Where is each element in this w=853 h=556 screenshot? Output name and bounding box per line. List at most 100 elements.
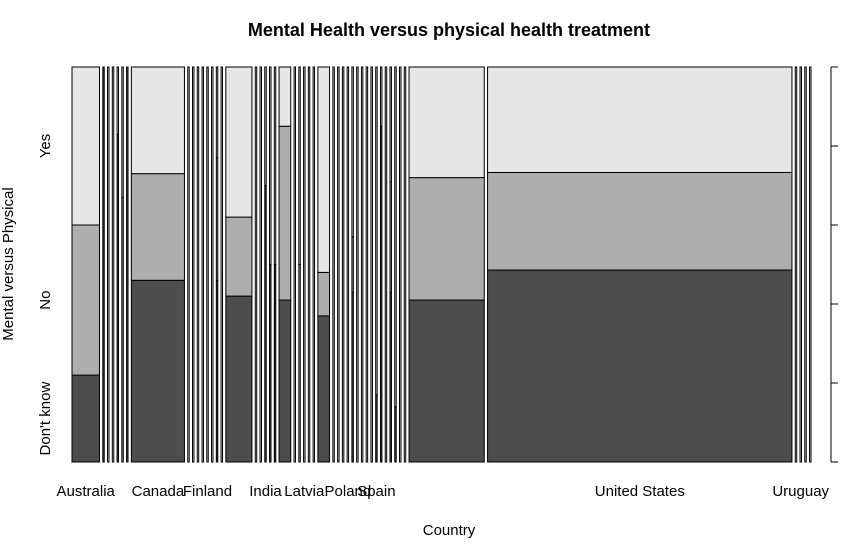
x-tick-label-finland: Finland bbox=[183, 483, 232, 500]
tile-country-34-yes bbox=[351, 66, 354, 238]
tile-united-states-don-t-know bbox=[487, 269, 793, 463]
tile-country-48-yes bbox=[794, 66, 798, 463]
tile-australia-yes bbox=[71, 66, 100, 226]
tile-india-yes bbox=[264, 66, 267, 186]
x-tick-label-india: India bbox=[249, 483, 282, 500]
tile-country-22-don-t-know bbox=[273, 264, 277, 463]
x-tick-label-uruguay: Uruguay bbox=[772, 483, 829, 500]
tile-country-17-yes bbox=[225, 66, 253, 218]
y-category-label-no: No bbox=[37, 291, 54, 310]
x-tick-label-australia: Australia bbox=[57, 483, 116, 500]
tile-country-4-yes bbox=[111, 66, 115, 463]
tile-country-21-don-t-know bbox=[269, 264, 272, 463]
tile-country-23-no bbox=[278, 125, 292, 301]
tile-united-states-no bbox=[487, 171, 793, 271]
tile-country-22-yes bbox=[273, 66, 277, 265]
tile-india-don-t-know bbox=[264, 185, 267, 463]
tile-country-25-no bbox=[298, 264, 301, 463]
x-tick-label-latvia: Latvia bbox=[284, 483, 325, 500]
tile-country-35-yes bbox=[356, 66, 359, 463]
y-category-label-yes: Yes bbox=[37, 134, 54, 158]
tile-country-50-yes bbox=[804, 66, 807, 463]
tile-spain-don-t-know bbox=[375, 394, 378, 463]
tile-country-34-don-t-know bbox=[351, 291, 354, 463]
tile-country-29-yes bbox=[317, 66, 331, 273]
tile-finland-yes bbox=[206, 66, 209, 463]
tile-country-23-don-t-know bbox=[278, 299, 292, 463]
tile-country-18-yes bbox=[254, 66, 258, 463]
tile-country-21-yes bbox=[269, 66, 272, 265]
tile-country-23-yes bbox=[278, 66, 292, 127]
tile-country-32-yes bbox=[341, 66, 345, 463]
tile-country-29-don-t-know bbox=[317, 315, 331, 463]
tile-uruguay-yes bbox=[799, 66, 802, 463]
tile-country-15-don-t-know bbox=[215, 279, 219, 463]
right-axis: 0.00.20.40.60.81.0 bbox=[830, 57, 853, 472]
tile-canada-don-t-know bbox=[130, 279, 185, 463]
tile-country-5-yes bbox=[116, 66, 120, 135]
x-tick-label-spain: Spain bbox=[357, 483, 395, 500]
y-category-label-don-t-know: Don't know bbox=[37, 382, 54, 456]
tile-country-44-yes bbox=[399, 66, 402, 463]
tile-country-29-no bbox=[317, 271, 331, 317]
tile-country-34-no bbox=[351, 236, 354, 293]
tile-country-6-yes bbox=[121, 66, 124, 198]
chart-title: Mental Health versus physical health tre… bbox=[248, 20, 650, 40]
tile-poland-yes bbox=[346, 66, 350, 463]
y-category-labels: Don't know No Yes bbox=[37, 134, 54, 456]
x-tick-label-canada: Canada bbox=[132, 483, 185, 500]
tile-australia-don-t-know bbox=[71, 374, 100, 463]
tile-country-37-yes bbox=[365, 66, 369, 463]
tile-country-40-yes bbox=[379, 66, 383, 127]
tile-country-43-don-t-know bbox=[394, 406, 397, 463]
tile-country-36-yes bbox=[360, 66, 364, 463]
tile-country-10-yes bbox=[192, 66, 195, 463]
tile-country-45-yes bbox=[403, 66, 407, 463]
tile-australia-no bbox=[71, 224, 100, 376]
x-axis-label: Country bbox=[423, 522, 476, 539]
tile-country-16-yes bbox=[220, 66, 224, 463]
tile-united-states-yes bbox=[487, 66, 793, 173]
tile-country-11-yes bbox=[196, 66, 200, 463]
tile-country-42-no bbox=[389, 181, 392, 293]
tile-country-42-don-t-know bbox=[389, 291, 392, 463]
tile-country-15-yes bbox=[215, 66, 219, 159]
tile-country-7-don-t-know bbox=[126, 66, 129, 463]
tile-country-3-yes bbox=[107, 66, 110, 463]
tile-country-6-no bbox=[121, 196, 124, 463]
tile-country-41-yes bbox=[384, 66, 388, 463]
tile-country-25-yes bbox=[298, 66, 301, 265]
tile-country-43-yes bbox=[394, 66, 397, 408]
tile-country-17-no bbox=[225, 216, 253, 297]
tile-country-40-don-t-know bbox=[379, 125, 383, 463]
tile-country-19-yes bbox=[259, 66, 262, 463]
x-tick-label-poland: Poland bbox=[325, 483, 372, 500]
tile-canada-yes bbox=[130, 66, 185, 175]
tile-spain-yes bbox=[375, 66, 378, 396]
mosaic-tiles bbox=[71, 66, 812, 463]
tile-country-42-yes bbox=[389, 66, 392, 183]
tile-country-31-yes bbox=[337, 66, 340, 463]
tile-canada-no bbox=[130, 173, 185, 281]
tile-country-46-don-t-know bbox=[408, 299, 485, 463]
tile-country-30-yes bbox=[332, 66, 335, 463]
tile-country-51-yes bbox=[809, 66, 812, 463]
tile-latvia-yes bbox=[303, 66, 306, 463]
tile-country-9-yes bbox=[187, 66, 190, 463]
tile-country-12-yes bbox=[201, 66, 204, 463]
tile-country-2-don-t-know bbox=[102, 66, 105, 463]
tile-country-5-don-t-know bbox=[116, 133, 120, 463]
tile-country-28-yes bbox=[312, 66, 316, 463]
tile-country-27-yes bbox=[307, 66, 311, 463]
tile-country-14-yes bbox=[211, 66, 214, 463]
y-axis-label: Mental versus Physical bbox=[0, 187, 17, 340]
x-tick-label-united-states: United States bbox=[595, 483, 685, 500]
tile-country-46-yes bbox=[408, 66, 485, 179]
tile-country-17-don-t-know bbox=[225, 295, 253, 463]
tile-country-46-no bbox=[408, 177, 485, 301]
tile-country-38-yes bbox=[370, 66, 373, 463]
tile-country-24-yes bbox=[293, 66, 297, 463]
tile-country-15-no bbox=[215, 157, 219, 281]
